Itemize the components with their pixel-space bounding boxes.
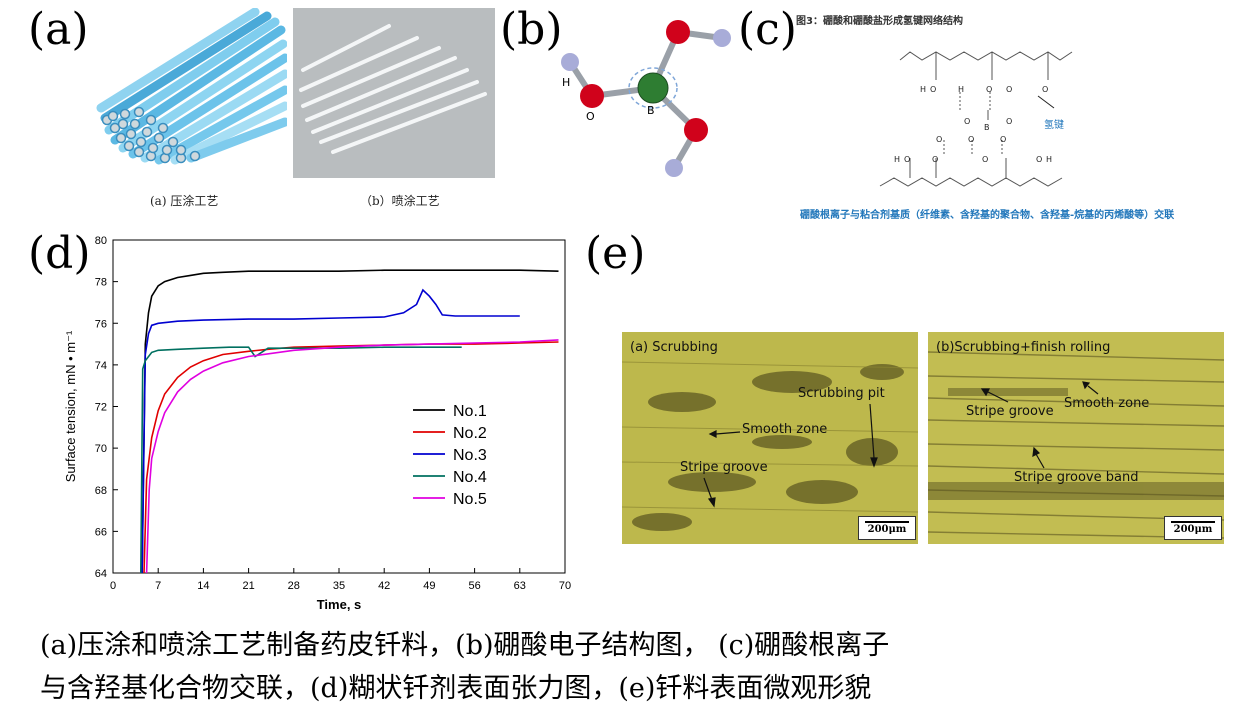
- svg-text:O: O: [1006, 117, 1012, 126]
- legend-label: No.4: [453, 469, 487, 486]
- network-footer: 硼酸根离子与粘合剂基质（纤维素、含羟基的聚合物、含羟基-烷基的丙烯酸等）交联: [800, 210, 1175, 221]
- scale-bar-right: 200μm: [1164, 516, 1222, 540]
- atom-label-o: O: [586, 110, 595, 123]
- x-tick-label: 42: [378, 580, 390, 592]
- label-stripe-groove-band: Stripe groove band: [1014, 470, 1139, 485]
- x-tick-label: 70: [559, 580, 571, 592]
- scale-bar-left: 200μm: [858, 516, 916, 540]
- panel-label-c: (c): [738, 4, 797, 55]
- series-line-no4: [140, 346, 462, 574]
- x-tick-label: 0: [110, 580, 116, 592]
- atom-label-h: H: [562, 76, 570, 89]
- y-axis-label: Surface tension, mN • m⁻¹: [63, 330, 78, 482]
- press-coating-photo: [95, 7, 290, 178]
- blue-rods-image: [96, 7, 290, 165]
- atom-h-top: [713, 29, 731, 47]
- x-tick-label: 63: [514, 580, 526, 592]
- y-tick-label: 70: [95, 443, 107, 455]
- panel-label-e: (e): [585, 228, 646, 279]
- micrograph-right-title: (b)Scrubbing+finish rolling: [936, 340, 1111, 355]
- x-tick-label: 21: [242, 580, 254, 592]
- svg-text:O: O: [964, 117, 970, 126]
- label-smooth-zone-left: Smooth zone: [742, 422, 828, 437]
- svg-text:O: O: [982, 155, 988, 164]
- y-tick-label: 68: [95, 485, 107, 497]
- svg-text:H: H: [1046, 155, 1052, 164]
- x-tick-label: 28: [288, 580, 300, 592]
- atom-o-left: [580, 84, 604, 108]
- x-tick-label: 49: [423, 580, 435, 592]
- figure-caption-line-2: 与含羟基化合物交联，(d)糊状钎剂表面张力图，(e)钎料表面微观形貌: [40, 673, 872, 704]
- panel-label-b: (b): [500, 4, 563, 55]
- micrograph-scrubbing: (a) Scrubbing Scrubbing pit Smooth zone …: [622, 332, 918, 544]
- micrograph-right-arrows: [980, 381, 1099, 469]
- series-line-no2: [143, 341, 559, 574]
- surface-tension-chart: 0 7 14 21 28 35 42 49 56 63 70 64 66 68 70 72 74 76 78 80 Ti…: [63, 235, 571, 612]
- svg-text:H: H: [958, 85, 964, 94]
- hydrogen-bond-annotation: 氢键: [1044, 118, 1064, 131]
- micrograph-left-title: (a) Scrubbing: [630, 340, 718, 355]
- atom-h-left: [561, 53, 579, 71]
- series-line-no1: [141, 269, 559, 574]
- network-title: 图3：硼酸和硼酸盐形成氢键网络结构: [796, 16, 963, 27]
- svg-text:O: O: [986, 85, 992, 94]
- svg-text:O: O: [904, 155, 910, 164]
- x-tick-label: 14: [197, 580, 209, 592]
- micrograph-scrubbing-rolling: (b)Scrubbing+finish rolling Stripe groov…: [928, 332, 1224, 544]
- y-tick-label: 80: [95, 235, 107, 247]
- press-coating-caption: (a) 压涂工艺: [150, 194, 219, 208]
- plot-frame: [112, 239, 566, 574]
- legend-label: No.2: [453, 425, 487, 442]
- svg-text:O: O: [936, 135, 942, 144]
- y-tick-label: 74: [95, 360, 107, 372]
- x-tick-label: 35: [333, 580, 345, 592]
- micrograph-texture-right: [928, 332, 1224, 544]
- x-tick-label: 7: [155, 580, 161, 592]
- label-smooth-zone-right: Smooth zone: [1064, 396, 1150, 411]
- atom-h-bottom: [665, 159, 683, 177]
- atom-b: [637, 72, 669, 104]
- svg-text:H: H: [920, 85, 926, 94]
- label-scrubbing-pit: Scrubbing pit: [798, 386, 885, 401]
- svg-text:O: O: [932, 155, 938, 164]
- label-stripe-groove-right: Stripe groove: [966, 404, 1054, 419]
- boric-acid-molecule: H O B: [561, 20, 731, 177]
- micrograph-texture-left: [622, 332, 918, 544]
- white-rods-image: [299, 24, 487, 154]
- series-line-no5: [145, 339, 559, 574]
- svg-text:O: O: [1036, 155, 1042, 164]
- svg-text:B: B: [984, 123, 990, 132]
- panel-label-a: (a): [28, 4, 89, 55]
- figure-caption-line-1: (a)压涂和喷涂工艺制备药皮钎料，(b)硼酸电子结构图， (c)硼酸根离子: [40, 630, 890, 661]
- svg-text:H: H: [894, 155, 900, 164]
- y-tick-label: 78: [95, 277, 107, 289]
- label-stripe-groove-left: Stripe groove: [680, 460, 768, 475]
- y-tick-label: 66: [95, 526, 107, 538]
- svg-text:O: O: [1000, 135, 1006, 144]
- atom-o-bottom: [684, 118, 708, 142]
- panel-label-d: (d): [28, 228, 91, 279]
- legend-label: No.3: [453, 447, 487, 464]
- legend-label: No.1: [453, 403, 487, 420]
- y-tick-label: 72: [95, 402, 107, 414]
- spray-coating-caption: （b）喷涂工艺: [360, 194, 440, 208]
- x-axis-label: Time, s: [317, 597, 362, 612]
- atom-o-top: [666, 20, 690, 44]
- svg-text:O: O: [930, 85, 936, 94]
- svg-text:O: O: [1006, 85, 1012, 94]
- spray-coating-photo: [293, 8, 495, 178]
- series-line-no3: [141, 288, 520, 574]
- x-tick-label: 56: [468, 580, 480, 592]
- svg-text:O: O: [1042, 85, 1048, 94]
- svg-text:O: O: [968, 135, 974, 144]
- y-tick-label: 64: [95, 568, 107, 580]
- legend-label: No.5: [453, 491, 487, 508]
- micrograph-left-arrows: [703, 403, 878, 508]
- y-tick-label: 76: [95, 318, 107, 330]
- atom-label-b: B: [647, 104, 655, 117]
